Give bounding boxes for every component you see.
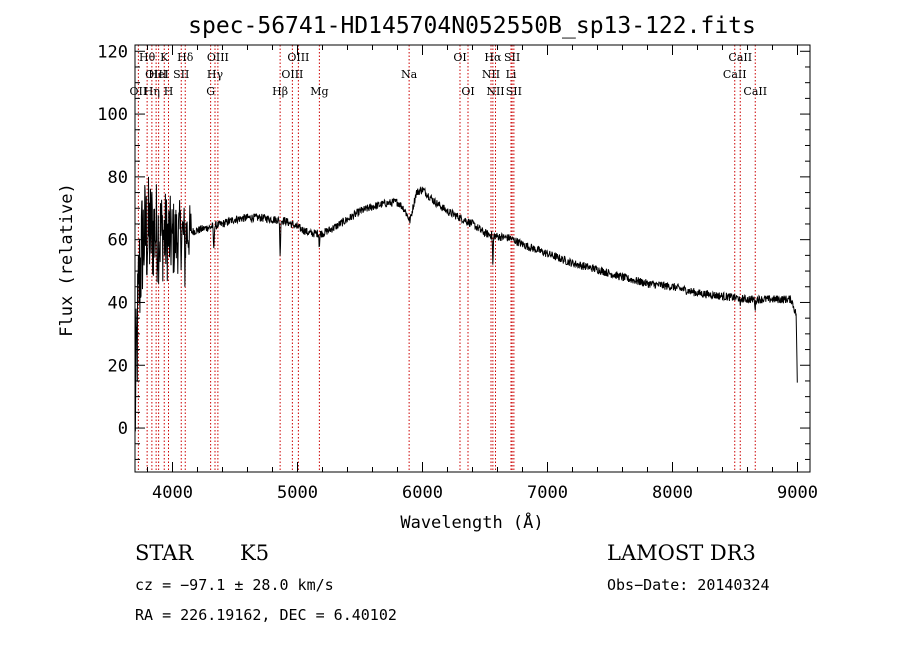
reference-line-label: Hθ [139, 51, 156, 64]
y-axis-label: Flux (relative) [57, 183, 77, 337]
reference-line-label: OIII [207, 51, 229, 64]
coordinates: RA = 226.19162, DEC = 6.40102 [135, 606, 397, 624]
reference-line-label: Na [401, 68, 418, 81]
reference-line-label: H [164, 85, 174, 98]
reference-line-label: OIII [281, 68, 303, 81]
reference-line-label: OIII [287, 51, 309, 64]
survey-name: LAMOST DR3 [607, 541, 756, 565]
reference-line-label: K [160, 51, 169, 64]
y-tick-label: 20 [108, 356, 128, 376]
reference-line-label: CaII [728, 51, 752, 64]
reference-line-label: SII [173, 68, 189, 81]
reference-line-label: Mg [310, 85, 328, 98]
reference-line-label: OII [130, 85, 148, 98]
reference-line-label: Hη [144, 85, 160, 98]
reference-line-label: Hα [484, 51, 502, 64]
reference-line-label: CaII [743, 85, 767, 98]
object-class: STAR [135, 541, 194, 565]
y-tick-label: 100 [97, 105, 128, 125]
reference-line-labels: OII Hθ OIII Hη HeI K H SII Hδ OIII Hγ G Hβ OIII OIII Mg… [130, 51, 768, 98]
x-axis-label: Wavelength (Å) [400, 511, 543, 533]
spectrum-line [134, 176, 798, 432]
x-tick-label: 4000 [152, 483, 193, 503]
reference-line-label: Hδ [177, 51, 194, 64]
reference-line-label: Li [506, 68, 517, 81]
chart-title: spec-56741-HD145704N052550B_sp13-122.fit… [188, 13, 756, 39]
x-tick-label: 9000 [777, 483, 818, 503]
observation-date: Obs−Date: 20140324 [607, 576, 770, 594]
reference-line-label: NII [482, 68, 500, 81]
reference-lines [137, 45, 756, 472]
object-subclass: K5 [240, 541, 269, 565]
y-tick-label: 0 [118, 419, 128, 439]
reference-line-label: OIII [145, 68, 167, 81]
reference-line-label: SII [506, 85, 522, 98]
reference-line-label: Hβ [272, 85, 288, 98]
x-axis: 4000 5000 6000 7000 8000 9000 [147, 45, 818, 503]
reference-line-label: OI [453, 51, 466, 64]
y-tick-label: 120 [97, 42, 128, 62]
x-tick-label: 8000 [652, 483, 693, 503]
reference-line-label: NII [486, 85, 504, 98]
x-tick-label: 6000 [402, 483, 443, 503]
reference-line-label: HeI [148, 68, 168, 81]
reference-line-label: SII [504, 51, 520, 64]
y-tick-label: 80 [108, 168, 128, 188]
plot-frame [134, 44, 811, 473]
y-tick-label: 60 [108, 231, 128, 251]
x-tick-label: 5000 [277, 483, 318, 503]
reference-line-label: CaII [723, 68, 747, 81]
reference-line-label: G [206, 85, 215, 98]
redshift-velocity: cz = −97.1 ± 28.0 km/s [135, 576, 334, 594]
y-axis: 0 20 40 60 80 100 120 [97, 42, 810, 460]
reference-line-label: Hγ [207, 68, 224, 81]
y-tick-label: 40 [108, 293, 128, 313]
x-tick-label: 7000 [527, 483, 568, 503]
reference-line-label: OI [461, 85, 474, 98]
